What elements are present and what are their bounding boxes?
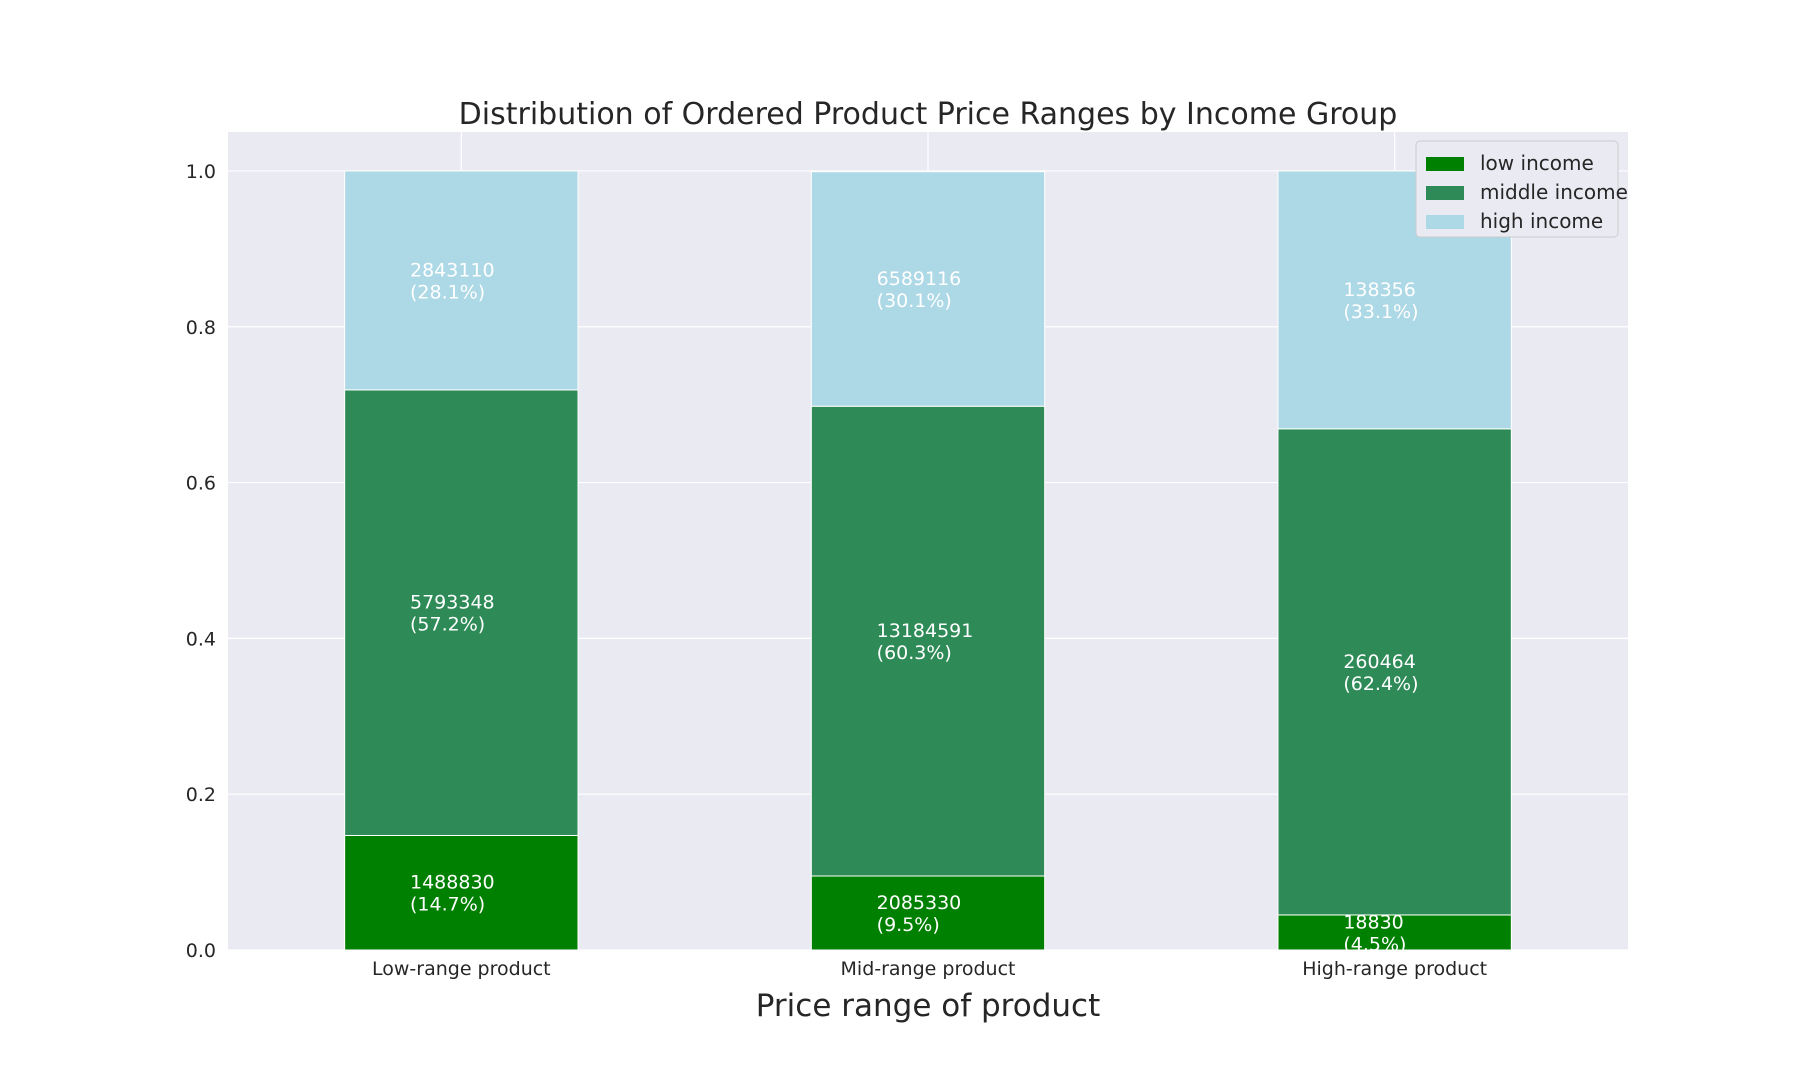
bar-label-percent: (4.5%): [1343, 933, 1406, 955]
legend-label: middle income: [1480, 180, 1628, 204]
bar-segment-low-income-3: [1277, 914, 1512, 951]
chart-title: Distribution of Ordered Product Price Ra…: [459, 97, 1398, 132]
y-tick-label: 0.0: [186, 940, 216, 962]
bar-label-count: 18830: [1343, 911, 1403, 933]
bar-label-count: 260464: [1343, 651, 1416, 673]
bar-label-count: 2843110: [410, 259, 495, 281]
bar-labels: 1488830(14.7%) 5793348(57.2%) 2843110(28.1…: [410, 259, 1419, 955]
bar-label-percent: (33.1%): [1343, 301, 1418, 323]
y-tick-label: 0.6: [186, 473, 216, 495]
bar-label-count: 6589116: [877, 268, 962, 290]
legend-box: [1415, 140, 1619, 238]
x-tick-label: Mid-range product: [841, 958, 1016, 980]
legend-label: high income: [1480, 209, 1603, 233]
y-tick-label: 0.8: [186, 317, 216, 339]
legend: low income middle income high income: [1415, 140, 1628, 238]
y-tick-label: 0.2: [186, 784, 216, 806]
legend-swatch: [1426, 215, 1464, 229]
x-axis-label: Price range of product: [756, 988, 1100, 1024]
legend-swatch: [1426, 186, 1464, 200]
bar-label-count: 13184591: [877, 620, 974, 642]
x-axis-ticks: Low-range product Mid-range product High-r…: [372, 958, 1487, 980]
bar-label-percent: (28.1%): [410, 281, 485, 303]
bar-segment-high-income-2: [810, 171, 1046, 407]
bar-segment-middle-income-1: [344, 389, 579, 836]
bar-label-percent: (9.5%): [877, 914, 940, 936]
bar-label-count: 1488830: [410, 872, 495, 894]
legend-label: low income: [1480, 151, 1594, 175]
bar-label-percent: (14.7%): [410, 894, 485, 916]
y-axis-ticks: 0.0 0.2 0.4 0.6 0.8 1.0: [186, 161, 216, 962]
bar-segment-high-income-1: [344, 170, 579, 391]
bar-label-count: 5793348: [410, 592, 495, 614]
bar-label-percent: (30.1%): [877, 290, 952, 312]
bar-label-percent: (60.3%): [877, 642, 952, 664]
x-tick-label: Low-range product: [372, 958, 551, 980]
y-tick-label: 1.0: [186, 161, 216, 183]
legend-swatch: [1426, 157, 1464, 171]
bar-segment-middle-income-2: [810, 405, 1046, 877]
bars: [344, 170, 1512, 951]
bar-segment-high-income-3: [1277, 170, 1512, 430]
bar-segment-middle-income-3: [1277, 428, 1512, 916]
bar-label-percent: (57.2%): [410, 614, 485, 636]
x-tick-label: High-range product: [1302, 958, 1487, 980]
bar-label-count: 2085330: [877, 892, 962, 914]
bar-label-percent: (62.4%): [1343, 673, 1418, 695]
bar-label-count: 138356: [1343, 279, 1416, 301]
bar-segment-low-income-1: [344, 834, 579, 951]
y-tick-label: 0.4: [186, 628, 216, 650]
